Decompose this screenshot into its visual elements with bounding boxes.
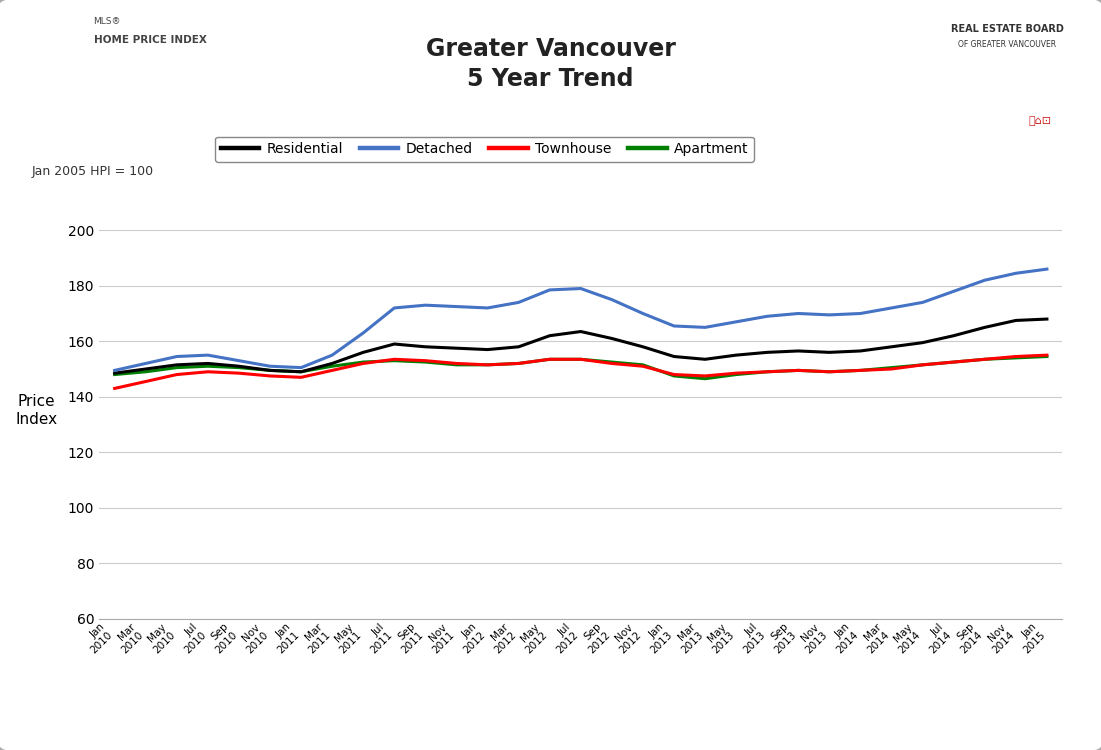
- Text: MLS®: MLS®: [94, 17, 121, 26]
- Text: 5 Year Trend: 5 Year Trend: [467, 67, 634, 91]
- Legend: Residential, Detached, Townhouse, Apartment: Residential, Detached, Townhouse, Apartm…: [215, 136, 754, 162]
- Text: Jan 2005 HPI = 100: Jan 2005 HPI = 100: [32, 164, 154, 178]
- Text: OF GREATER VANCOUVER: OF GREATER VANCOUVER: [958, 40, 1057, 49]
- Text: REAL ESTATE BOARD: REAL ESTATE BOARD: [951, 24, 1064, 34]
- Text: HOME PRICE INDEX: HOME PRICE INDEX: [94, 35, 207, 45]
- Text: Price
Index: Price Index: [15, 394, 57, 427]
- Text: Greater Vancouver: Greater Vancouver: [426, 37, 675, 61]
- Text: Ⓜ⌂⊡: Ⓜ⌂⊡: [1028, 116, 1051, 126]
